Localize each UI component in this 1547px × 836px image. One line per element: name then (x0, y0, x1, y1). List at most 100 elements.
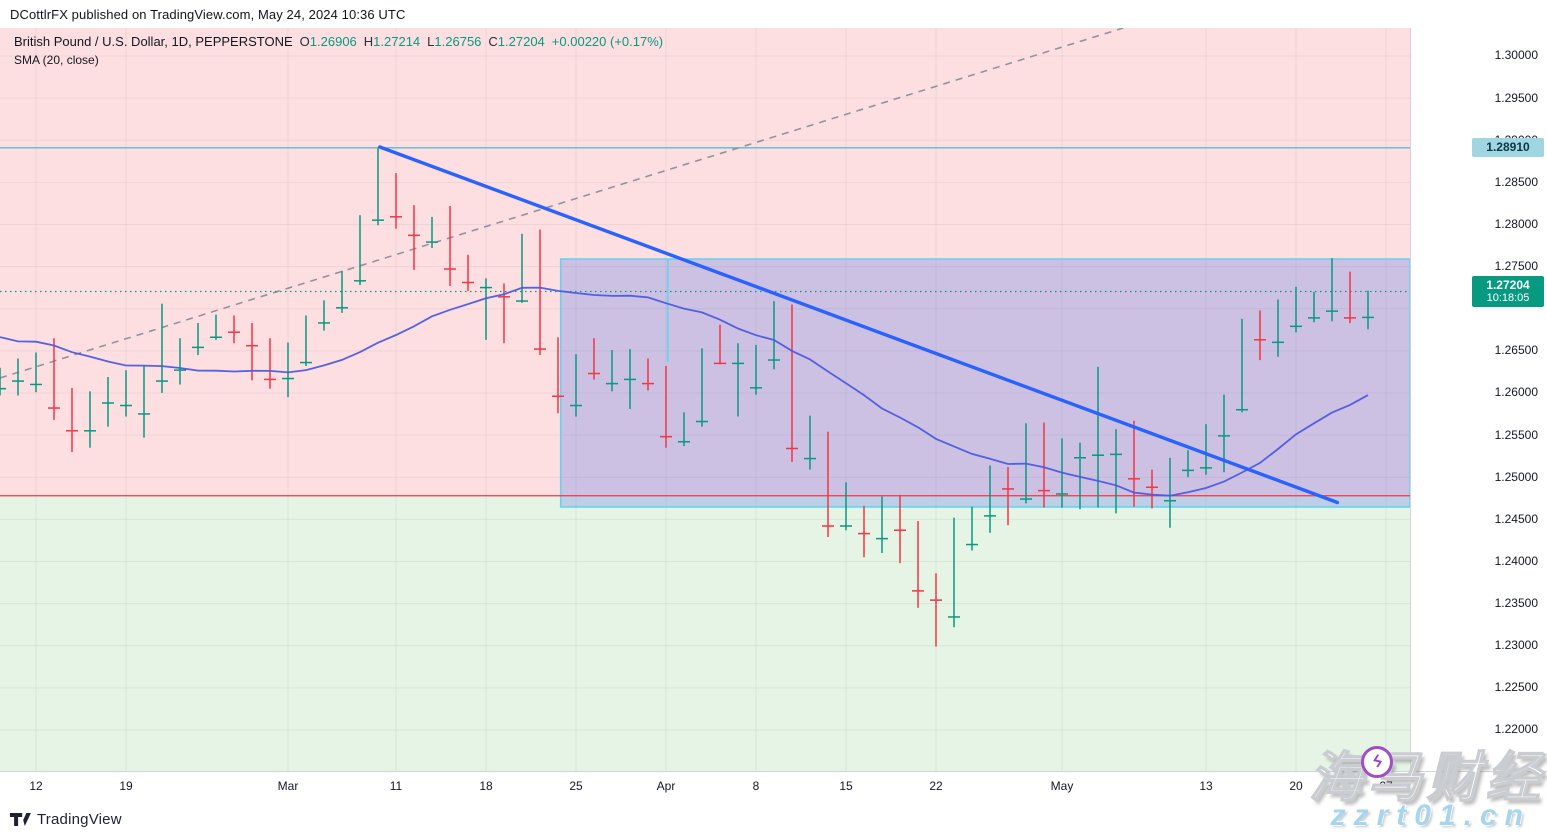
candle-Mar 29 (642, 358, 654, 391)
price-tick-label: 1.27500 (1494, 259, 1538, 274)
bearish-zone (0, 28, 1410, 496)
price-tick-label: 1.26500 (1494, 343, 1538, 358)
last-price-value: 1.27204 (1486, 278, 1530, 293)
time-tick-label: 8 (752, 779, 760, 793)
price-tick-label: 1.29500 (1494, 90, 1538, 105)
ohlc-token: L1.26756 (427, 34, 482, 49)
price-tick-label: 1.22000 (1494, 722, 1538, 737)
candle-Feb 19 (120, 370, 132, 417)
background-zones (0, 28, 1410, 771)
bar-countdown: 10:18:05 (1486, 292, 1530, 305)
publish-note: DCottlrFX published on TradingView.com, … (10, 7, 406, 22)
candle-Feb 20 (138, 366, 150, 438)
tradingview-logo-icon (10, 813, 31, 826)
level-price-badge: 1.28910 (1472, 138, 1544, 158)
time-axis[interactable]: 12 19 Mar 11 18 25 Apr 8 15 22 May 13 20 27 (0, 771, 1547, 800)
candle-Feb 14 (66, 387, 78, 452)
candle-May 15 (1236, 318, 1248, 413)
candle-May 20 (1290, 286, 1302, 333)
ohlc-values: O1.26906 H1.27214 L1.26756 C1.27204 (293, 34, 545, 49)
time-tick-label: 13 (1199, 779, 1213, 793)
candle-Mar 26 (588, 338, 600, 380)
chart-legend: British Pound / U.S. Dollar, 1D, PEPPERS… (14, 33, 663, 69)
candle-Feb 8 (0, 367, 6, 396)
time-tick-label: 11 (389, 779, 403, 793)
candle-Apr 2 (678, 412, 690, 447)
candle-Mar 18 (480, 278, 492, 340)
candle-Apr 23 (948, 517, 960, 628)
candle-Feb 9 (12, 358, 24, 396)
price-tick-label: 1.28500 (1494, 174, 1538, 189)
candle-Apr 12 (822, 431, 834, 538)
candle-Apr 24 (966, 506, 978, 551)
price-tick-label: 1.24500 (1494, 511, 1538, 526)
symbol-title[interactable]: British Pound / U.S. Dollar, 1D, PEPPERS… (14, 34, 293, 49)
candle-Apr 25 (984, 465, 996, 533)
candlestick-chart[interactable] (0, 0, 1410, 771)
candle-May 21 (1308, 291, 1320, 323)
candle-Mar 28 (624, 349, 636, 409)
price-tick-label: 1.30000 (1494, 48, 1538, 63)
bullish-zone (0, 495, 1410, 771)
candle-Feb 22 (174, 338, 186, 385)
candle-May 10 (1182, 450, 1194, 478)
candle-Apr 8 (750, 344, 762, 395)
candle-Apr 4 (714, 324, 726, 365)
candle-Mar 25 (570, 354, 582, 417)
candle-Apr 18 (894, 494, 906, 564)
candle-Mar 6 (336, 270, 348, 313)
price-tick-label: 1.23000 (1494, 638, 1538, 653)
candle-Mar 11 (390, 173, 402, 229)
time-tick-label: Apr (656, 779, 676, 793)
last-price-badge: 1.27204 10:18:05 (1472, 276, 1544, 308)
candle-Apr 15 (840, 482, 852, 531)
candle-Mar 7 (354, 215, 366, 286)
rectangle-drawing[interactable] (559, 258, 1410, 508)
price-tick-label: 1.26000 (1494, 385, 1538, 400)
candle-Feb 13 (48, 338, 60, 420)
time-tick-label: Mar (277, 779, 299, 793)
sma-20-line[interactable] (0, 286, 1369, 497)
candle-Mar 22 (552, 337, 564, 414)
candle-Mar 14 (444, 205, 456, 286)
tradingview-brand-label: TradingView (37, 811, 122, 828)
candle-Mar 4 (300, 315, 312, 367)
price-tick-label: 1.28000 (1494, 216, 1538, 231)
candle-May 9 (1164, 457, 1176, 528)
candle-May 6 (1110, 429, 1122, 514)
dashed-rising-trendline[interactable] (0, 27, 1124, 379)
candle-Mar 13 (426, 216, 438, 249)
time-tick-label: 19 (119, 779, 133, 793)
price-tick-label: 1.24000 (1494, 553, 1538, 568)
candle-Apr 16 (858, 505, 870, 558)
price-axis[interactable]: 1.300001.295001.290001.285001.280001.275… (1410, 28, 1547, 771)
candle-Mar 12 (408, 205, 420, 270)
candle-Apr 3 (696, 348, 708, 427)
candle-May 24 (1362, 290, 1374, 330)
candle-Feb 27 (228, 315, 240, 344)
candle-Apr 26 (1002, 467, 1014, 526)
footer-bar: TradingView (0, 800, 1547, 836)
candle-Apr 22 (930, 573, 942, 647)
candle-May 13 (1200, 424, 1212, 475)
indicator-legend-row[interactable]: SMA (20, close) (14, 53, 99, 67)
candle-Apr 30 (1038, 422, 1050, 508)
ohlc-token: O1.26906 (299, 34, 357, 49)
candle-May 2 (1074, 442, 1086, 510)
candle-Feb 23 (192, 323, 204, 356)
candle-Apr 1 (660, 366, 672, 448)
candle-Mar 21 (534, 229, 546, 356)
descending-trendline[interactable] (378, 145, 1340, 505)
candle-Mar 1 (282, 342, 294, 398)
ohlc-token: C1.27204 (488, 34, 545, 49)
candle-May 16 (1254, 310, 1266, 361)
price-tick-label: 1.22500 (1494, 680, 1538, 695)
time-tick-label: 20 (1289, 779, 1303, 793)
tradingview-brand-link[interactable]: TradingView (10, 811, 122, 828)
symbol-legend-row[interactable]: British Pound / U.S. Dollar, 1D, PEPPERS… (14, 33, 663, 50)
time-tick-label: 27 (1379, 779, 1393, 793)
candle-May 17 (1272, 299, 1284, 357)
change-value: +0.00220 (+0.17%) (551, 34, 664, 49)
candle-Feb 29 (264, 338, 276, 389)
time-tick-label: 12 (29, 779, 43, 793)
